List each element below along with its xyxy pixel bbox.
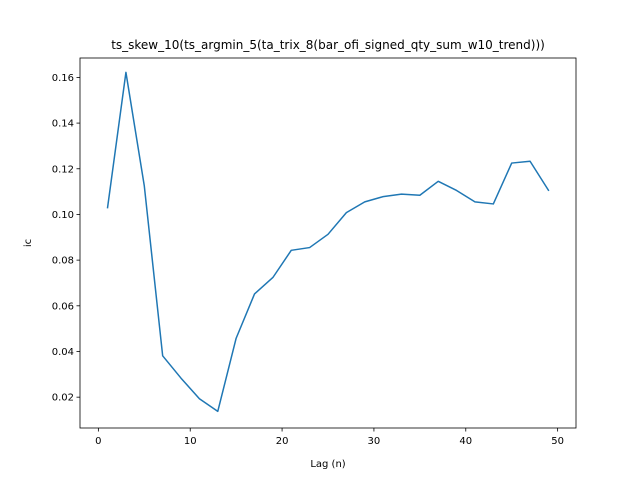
y-tick-label: 0.02 [52,393,74,404]
x-axis: 0 10 20 30 40 50 [95,428,564,447]
x-tick-label: 10 [184,436,197,447]
x-tick-label: 0 [95,436,101,447]
y-tick-label: 0.08 [52,256,74,267]
x-tick-label: 40 [459,436,472,447]
chart-title: ts_skew_10(ts_argmin_5(ta_trix_8(bar_ofi… [111,38,545,52]
x-tick-label: 30 [368,436,381,447]
y-tick-label: 0.14 [52,119,74,130]
y-tick-label: 0.10 [52,210,74,221]
y-tick-label: 0.12 [52,164,74,175]
y-axis-label: ic [23,239,34,247]
y-axis: 0.02 0.04 0.06 0.08 0.10 0.12 0.14 0.16 [52,73,80,404]
x-tick-label: 20 [276,436,289,447]
series-line-0 [106,71,550,413]
y-tick-label: 0.06 [52,301,74,312]
y-tick-label: 0.16 [52,73,74,84]
axes-frame [79,57,577,429]
plot-area [106,71,550,413]
y-tick-label: 0.04 [52,347,74,358]
x-axis-label: Lag (n) [310,459,345,470]
x-tick-label: 50 [551,436,564,447]
